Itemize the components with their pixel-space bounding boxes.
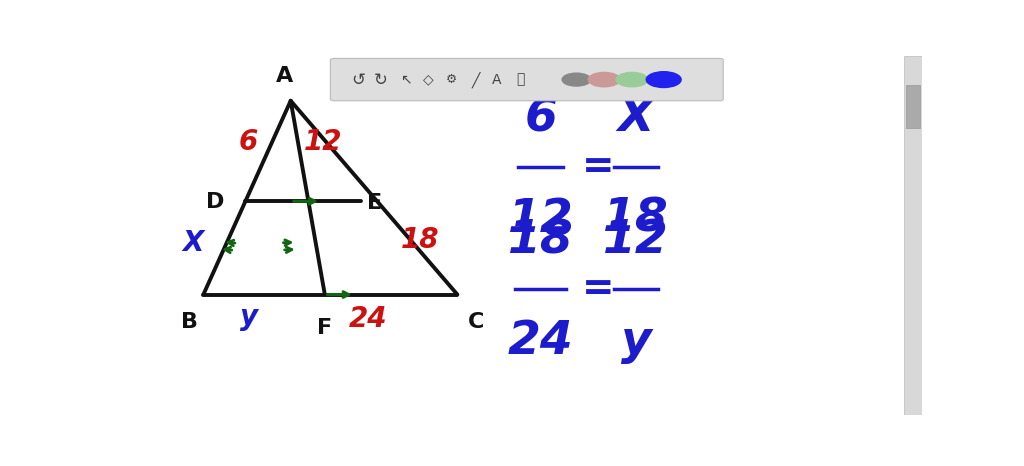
- Text: ↺: ↺: [351, 71, 366, 89]
- Text: A: A: [493, 73, 502, 87]
- Text: 24: 24: [348, 305, 387, 333]
- Text: F: F: [316, 318, 332, 338]
- Circle shape: [562, 73, 591, 86]
- Text: 6: 6: [239, 128, 258, 156]
- Text: 12: 12: [508, 197, 573, 241]
- Text: B: B: [181, 313, 199, 332]
- Circle shape: [646, 72, 681, 88]
- Text: ◇: ◇: [423, 73, 433, 87]
- Circle shape: [589, 72, 621, 87]
- Bar: [904, 56, 922, 415]
- Bar: [905, 85, 920, 128]
- Text: y: y: [621, 319, 651, 363]
- Text: =: =: [582, 270, 614, 308]
- Text: 18: 18: [400, 226, 439, 254]
- Text: A: A: [275, 67, 293, 86]
- Text: 18: 18: [603, 197, 669, 241]
- Text: =: =: [582, 148, 614, 186]
- Text: 6: 6: [524, 96, 557, 141]
- Text: ↖: ↖: [400, 73, 412, 87]
- Text: X: X: [617, 96, 654, 141]
- Text: ╱: ╱: [471, 71, 480, 88]
- Text: E: E: [367, 193, 382, 213]
- Text: ↻: ↻: [374, 71, 387, 89]
- Text: X: X: [182, 229, 204, 257]
- Text: D: D: [207, 192, 225, 212]
- Text: 12: 12: [304, 128, 342, 156]
- Text: 12: 12: [603, 218, 669, 263]
- Text: ⬜: ⬜: [517, 73, 525, 87]
- Text: C: C: [468, 313, 484, 332]
- Text: y: y: [240, 303, 258, 331]
- Text: 18: 18: [508, 218, 573, 263]
- Text: 24: 24: [508, 319, 573, 363]
- FancyBboxPatch shape: [331, 58, 723, 101]
- Text: ⚙: ⚙: [446, 73, 458, 86]
- Circle shape: [616, 72, 648, 87]
